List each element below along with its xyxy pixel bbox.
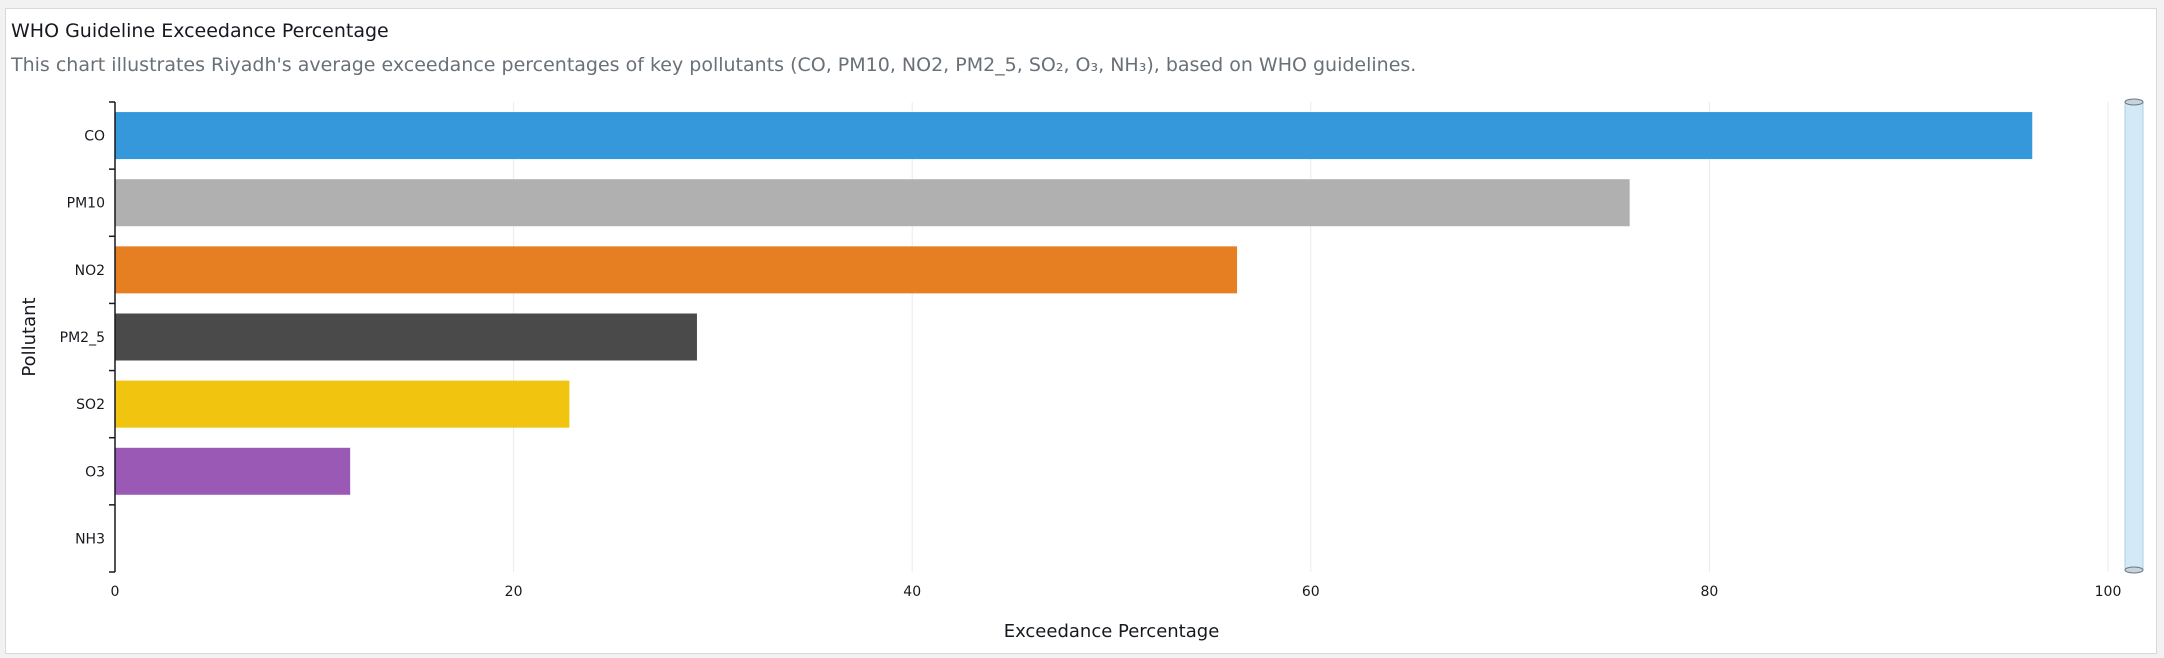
bar-co[interactable]	[115, 112, 2033, 160]
y-tick-label: O3	[85, 464, 105, 480]
scrollbar-handle-bottom[interactable]	[2124, 566, 2144, 574]
chart-title: WHO Guideline Exceedance Percentage	[11, 20, 389, 42]
chart-subtitle: This chart illustrates Riyadh's average …	[11, 54, 1417, 76]
y-axis: CO PM10 NO2 PM2_5 SO2 O3 NH3	[60, 101, 116, 573]
bars	[115, 112, 2033, 495]
bar-pm10[interactable]	[115, 179, 1630, 227]
bar-so2[interactable]	[115, 380, 570, 428]
y-axis-title: Pollutant	[19, 297, 40, 376]
bar-pm2_5[interactable]	[115, 313, 697, 361]
x-tick-label: 40	[903, 584, 921, 600]
x-tick-label: 80	[1700, 584, 1718, 600]
x-tick-label: 20	[505, 584, 523, 600]
bar-o3[interactable]	[115, 447, 351, 495]
x-axis-title: Exceedance Percentage	[1004, 621, 1220, 642]
zoom-scrollbar[interactable]	[2124, 98, 2144, 574]
y-tick-label: SO2	[76, 397, 105, 413]
grid-lines	[513, 102, 2109, 572]
y-tick-label: NO2	[75, 263, 105, 279]
x-tick-label: 60	[1302, 584, 1320, 600]
y-tick-label: PM2_5	[60, 330, 105, 346]
x-tick-label: 100	[2095, 584, 2122, 600]
scrollbar-handle-top[interactable]	[2124, 98, 2144, 106]
x-axis: 0 20 40 60 80 100	[111, 584, 2122, 600]
bar-no2[interactable]	[115, 246, 1238, 294]
y-tick-label: CO	[84, 129, 105, 145]
x-tick-label: 0	[111, 584, 120, 600]
y-tick-label: NH3	[75, 531, 105, 547]
y-tick-label: PM10	[67, 196, 105, 212]
scrollbar-track[interactable]	[2124, 101, 2144, 571]
